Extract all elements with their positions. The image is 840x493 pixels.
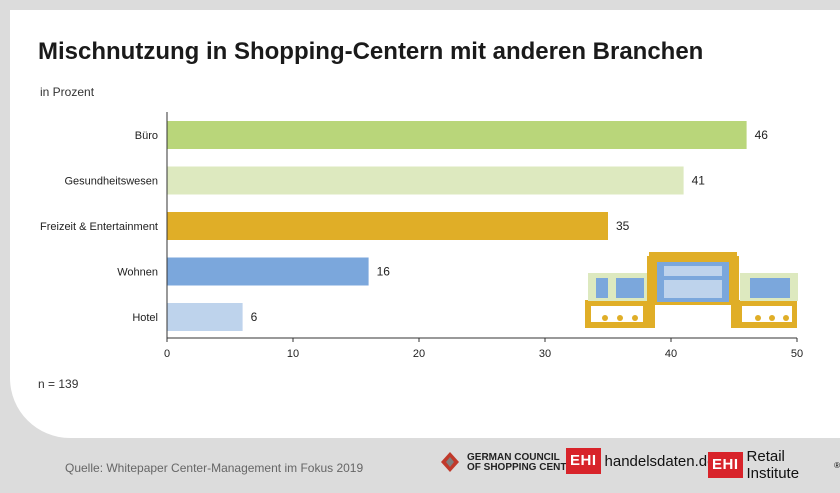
bar-1	[167, 166, 684, 195]
sample-size-note: n = 139	[38, 377, 79, 391]
x-tick-label: 40	[665, 348, 677, 360]
source-note: Quelle: Whitepaper Center-Management im …	[65, 461, 364, 475]
chart-subtitle: in Prozent	[40, 85, 95, 99]
ehi-badge: EHI	[708, 452, 743, 478]
value-label: 16	[377, 265, 391, 279]
category-label: Gesundheitswesen	[64, 176, 158, 188]
category-label: Wohnen	[117, 267, 158, 279]
handelsdaten-logo: EHI handelsdaten.de	[566, 448, 715, 474]
x-tick-label: 50	[791, 348, 803, 360]
x-tick-label: 10	[287, 348, 299, 360]
x-tick-label: 30	[539, 348, 551, 360]
value-label: 46	[755, 128, 769, 142]
x-tick-label: 0	[164, 348, 170, 360]
gcsc-logo: GERMAN COUNCIL OF SHOPPING CENTERS	[437, 448, 587, 478]
ehi-badge: EHI	[566, 448, 601, 474]
value-label: 6	[251, 310, 258, 324]
x-tick-label: 20	[413, 348, 425, 360]
value-label: 35	[616, 219, 630, 233]
value-label: 41	[692, 174, 706, 188]
bar-4	[167, 303, 243, 331]
category-label: Büro	[135, 130, 158, 142]
gcsc-emblem-icon	[441, 452, 459, 472]
bar-3	[167, 257, 369, 286]
shopping-center-illustration	[585, 252, 798, 328]
ehi-retail-logo: EHI Retail Institute ®	[708, 448, 840, 482]
gcsc-line1: GERMAN COUNCIL	[467, 452, 560, 463]
category-label: Freizeit & Entertainment	[40, 221, 158, 233]
gcsc-line2: OF SHOPPING CENTERS	[467, 462, 588, 473]
category-label: Hotel	[132, 312, 158, 324]
handelsdaten-text: handelsdaten.de	[604, 452, 716, 470]
retail-institute-text: Retail Institute	[746, 448, 800, 482]
bar-2	[167, 212, 608, 240]
registered-mark: ®	[834, 460, 840, 470]
bar-0	[167, 121, 747, 149]
chart-title: Mischnutzung in Shopping-Centern mit and…	[38, 38, 704, 65]
